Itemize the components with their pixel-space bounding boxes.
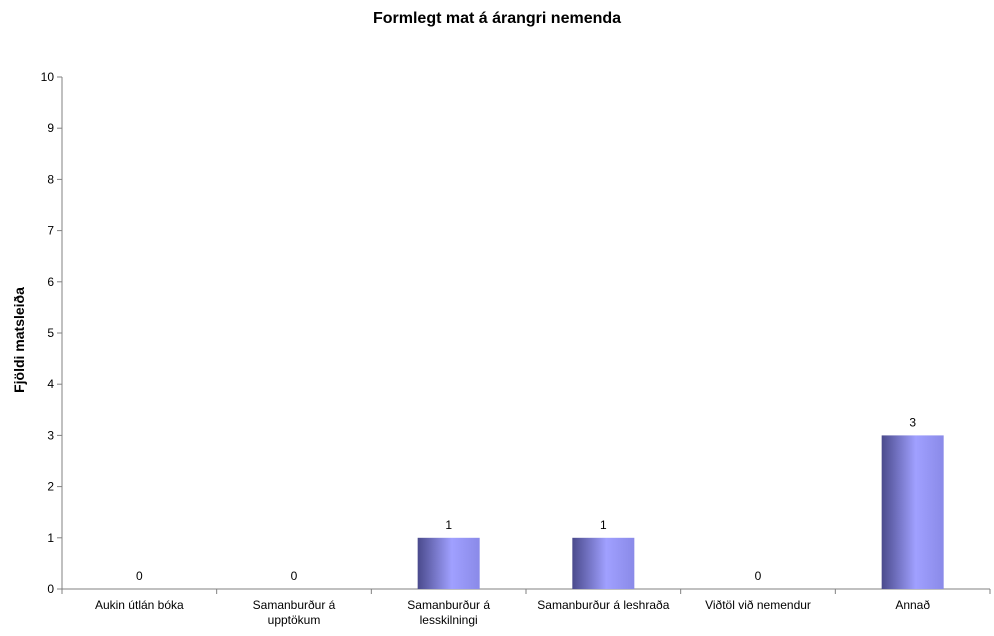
bar bbox=[572, 537, 635, 589]
y-tick-label: 8 bbox=[47, 172, 54, 186]
x-category-label-line: Viðtöl við nemendur bbox=[705, 598, 811, 612]
x-category-label: Samanburður á leshraða bbox=[537, 598, 669, 612]
y-tick-label: 0 bbox=[47, 582, 54, 596]
x-category-label-line: lesskilningi bbox=[420, 613, 478, 627]
bar bbox=[417, 537, 480, 589]
y-tick-label: 1 bbox=[47, 531, 54, 545]
data-label: 0 bbox=[136, 569, 143, 583]
y-tick-label: 10 bbox=[41, 70, 55, 84]
y-tick-label: 7 bbox=[47, 224, 54, 238]
y-tick-label: 5 bbox=[47, 326, 54, 340]
x-category-label: Viðtöl við nemendur bbox=[705, 598, 811, 612]
x-category-label-line: Samanburður á bbox=[253, 598, 336, 612]
y-tick-label: 3 bbox=[47, 428, 54, 442]
x-category-label-line: upptökum bbox=[268, 613, 321, 627]
x-category-label-line: Samanburður á bbox=[407, 598, 490, 612]
x-category-label: Samanburður á upptökum bbox=[253, 598, 336, 627]
y-tick-label: 2 bbox=[47, 480, 54, 494]
y-tick-label: 9 bbox=[47, 121, 54, 135]
data-label: 0 bbox=[755, 569, 762, 583]
y-tick-label: 4 bbox=[47, 377, 54, 391]
bar bbox=[881, 435, 944, 589]
data-label: 1 bbox=[445, 518, 452, 532]
x-category-label-line: Annað bbox=[895, 598, 930, 612]
x-category-label: Aukin útlán bóka bbox=[95, 598, 184, 612]
x-category-label: Samanburður á lesskilningi bbox=[407, 598, 490, 627]
x-category-label-line: Samanburður á leshraða bbox=[537, 598, 669, 612]
y-tick-label: 6 bbox=[47, 275, 54, 289]
data-label: 1 bbox=[600, 518, 607, 532]
data-label: 3 bbox=[909, 415, 916, 429]
data-label: 0 bbox=[291, 569, 298, 583]
x-category-label: Annað bbox=[895, 598, 930, 612]
chart-title: Formlegt mat á árangri nemenda bbox=[372, 10, 622, 27]
x-category-label-line: Aukin útlán bóka bbox=[95, 598, 184, 612]
